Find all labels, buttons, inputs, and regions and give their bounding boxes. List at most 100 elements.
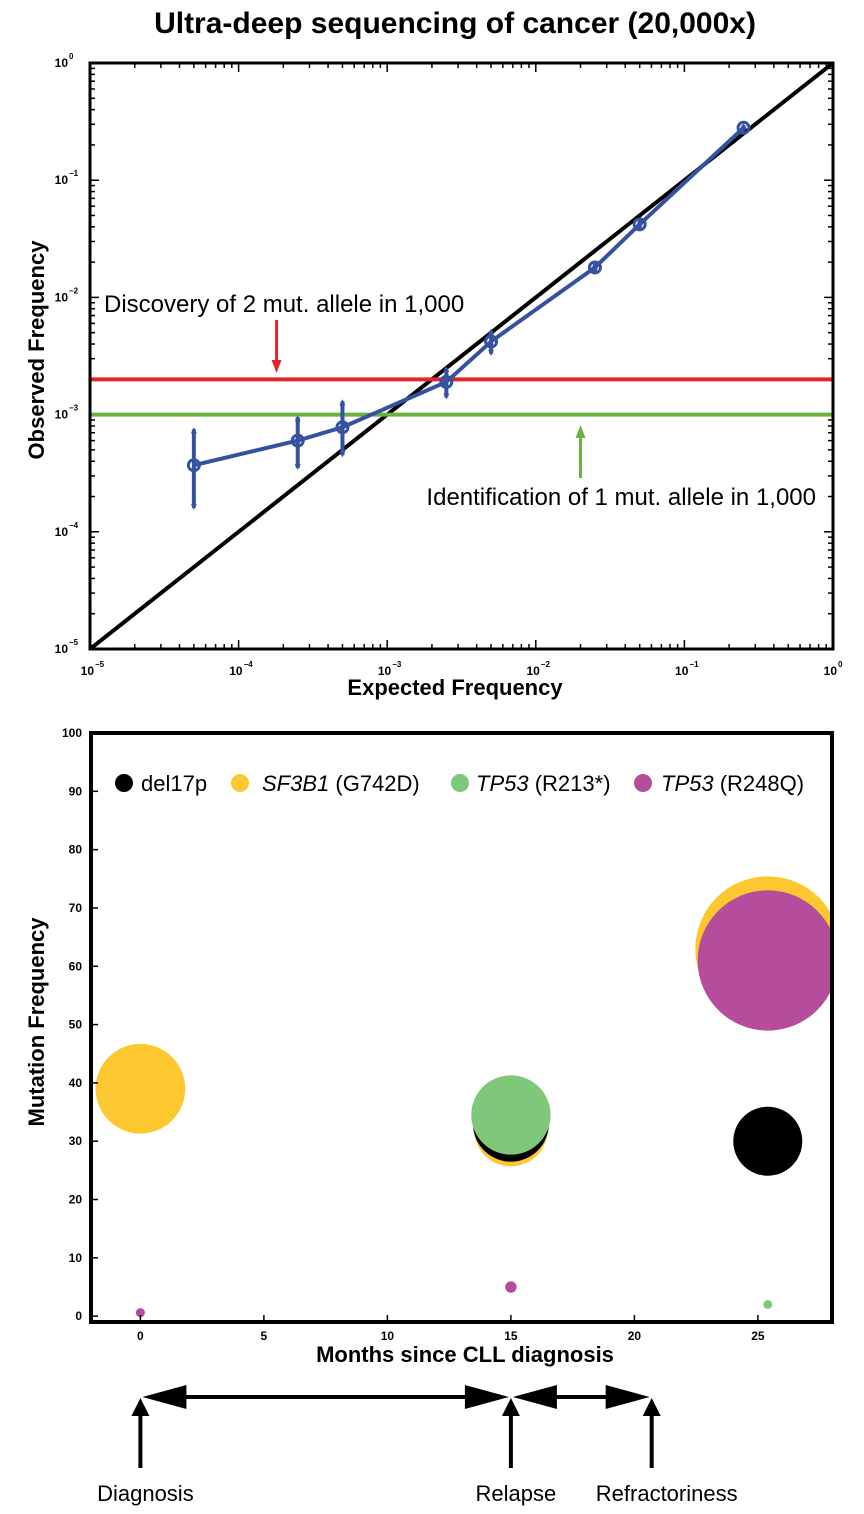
legend-label-name: TP53	[661, 771, 714, 796]
error-bar-cap	[190, 427, 197, 434]
top-plot-frame	[88, 61, 835, 651]
y-tick-label: 10	[55, 290, 69, 304]
y-tick-label: 10	[55, 525, 69, 539]
annotation-identification: Identification of 1 mut. allele in 1,000	[426, 484, 816, 511]
legend-marker	[634, 774, 652, 792]
event-arrow-head	[501, 1398, 520, 1416]
bottom-plot-area	[95, 876, 832, 1318]
y-tick-label-exponent: −1	[69, 169, 79, 178]
y-tick-label: 50	[69, 1018, 83, 1032]
y-tick-label: 80	[69, 843, 83, 857]
y-tick-label-exponent: −4	[69, 521, 79, 530]
legend-marker	[451, 774, 469, 792]
bottom-plot-frame	[89, 731, 834, 1324]
event-label: Refractoriness	[596, 1481, 738, 1506]
y-tick-label: 0	[75, 1309, 82, 1323]
event-label: Relapse	[476, 1481, 557, 1506]
data-point	[632, 217, 647, 232]
legend-label: TP53 (R248Q)	[661, 771, 804, 796]
chart-title: Ultra-deep sequencing of cancer (20,000x…	[154, 7, 756, 40]
top-x-axis-label: Expected Frequency	[347, 675, 563, 700]
bottom-x-axis-label: Months since CLL diagnosis	[316, 1342, 614, 1367]
data-point	[484, 334, 499, 349]
bottom-ticks: 0 5 10 15 20 25 0 10 20 30 40 50 60 70 80 90 100	[62, 726, 765, 1343]
x-tick-label: 5	[261, 1329, 268, 1343]
error-bar-cap	[488, 328, 495, 335]
legend-label: TP53 (R213*)	[476, 771, 611, 796]
event-arrow-head	[131, 1398, 150, 1416]
bubble-point	[763, 1300, 773, 1310]
x-tick-label: 10	[381, 1329, 395, 1343]
top-plot-area	[90, 63, 833, 649]
x-tick-label: 20	[628, 1329, 642, 1343]
x-tick-label: 10	[824, 664, 838, 678]
event-label: Diagnosis	[97, 1481, 194, 1506]
bottom-chart: 0 5 10 15 20 25 0 10 20 30 40 50 60 70 80 90 100 del17p S…	[24, 726, 834, 1367]
legend-label-suffix: (R213*)	[529, 771, 611, 796]
bubble-point	[733, 1106, 803, 1176]
error-bar-cap	[294, 464, 301, 471]
timeline-arrowhead	[605, 1385, 650, 1409]
x-tick-label: 10	[378, 664, 392, 678]
y-tick-label-exponent: 0	[69, 52, 74, 61]
legend-marker	[115, 774, 133, 792]
top-annotations: Discovery of 2 mut. allele in 1,000 Ident…	[104, 291, 816, 511]
data-point	[186, 458, 201, 473]
error-bar-cap	[443, 365, 450, 372]
x-tick-label: 10	[675, 664, 689, 678]
x-tick-label-exponent: −1	[689, 660, 699, 669]
timeline-arrowhead	[464, 1385, 509, 1409]
y-tick-label-exponent: −5	[69, 638, 79, 647]
y-tick-label-exponent: −3	[69, 404, 79, 413]
y-tick-label-exponent: −2	[69, 286, 79, 295]
y-tick-label: 10	[55, 642, 69, 656]
y-tick-label: 70	[69, 901, 83, 915]
top-y-axis-label: Observed Frequency	[24, 240, 49, 460]
top-tick-labels: 10 −5 10 −4 10 −3 10 −2 10 −1 10 010 −510 −410 −310 −21…	[55, 52, 843, 678]
x-tick-label: 15	[504, 1329, 518, 1343]
data-point	[335, 420, 350, 435]
x-tick-label: 0	[137, 1329, 144, 1343]
legend-label-name: TP53	[476, 771, 529, 796]
legend: del17p SF3B1 (G742D) TP53 (R213*) TP53 (R24…	[115, 771, 804, 796]
y-tick-label: 60	[69, 959, 83, 973]
bubble-point	[505, 1281, 517, 1293]
arrow-discovery-head	[271, 360, 282, 373]
y-tick-label: 10	[69, 1251, 83, 1265]
error-bar-cap	[294, 415, 301, 422]
y-tick-label: 40	[69, 1076, 83, 1090]
x-tick-label-exponent: −2	[541, 660, 551, 669]
legend-label: SF3B1 (G742D)	[262, 771, 420, 796]
bubble-point	[95, 1043, 186, 1134]
bubble-point	[697, 890, 832, 1031]
data-point	[290, 433, 305, 448]
bubble-point	[135, 1308, 145, 1318]
timeline-arrowhead	[142, 1385, 187, 1409]
y-tick-label: 10	[55, 173, 69, 187]
legend-label-name: del17p	[141, 771, 207, 796]
error-bar-cap	[190, 503, 197, 510]
y-tick-label: 10	[55, 56, 69, 70]
timeline: Diagnosis Relapse Refractoriness	[97, 1385, 738, 1506]
y-tick-label: 20	[69, 1193, 83, 1207]
y-tick-label: 100	[62, 726, 82, 740]
error-bar-cap	[339, 451, 346, 458]
legend-label-name: SF3B1	[262, 771, 329, 796]
x-tick-label-exponent: −3	[392, 660, 402, 669]
data-line	[193, 126, 745, 468]
annotation-discovery: Discovery of 2 mut. allele in 1,000	[104, 291, 464, 318]
bottom-y-axis-label: Mutation Frequency	[24, 917, 49, 1127]
error-bar-cap	[488, 349, 495, 356]
legend-label: del17p	[141, 771, 207, 796]
x-tick-label-exponent: −4	[244, 660, 254, 669]
bubble-point	[471, 1075, 551, 1155]
legend-marker	[231, 774, 249, 792]
y-tick-label: 30	[69, 1134, 83, 1148]
error-bar-cap	[339, 399, 346, 406]
x-tick-label: 10	[81, 664, 95, 678]
data-point	[587, 260, 602, 275]
x-tick-label-exponent: −5	[95, 660, 105, 669]
legend-label-suffix: (G742D)	[329, 771, 419, 796]
y-tick-label: 10	[55, 408, 69, 422]
